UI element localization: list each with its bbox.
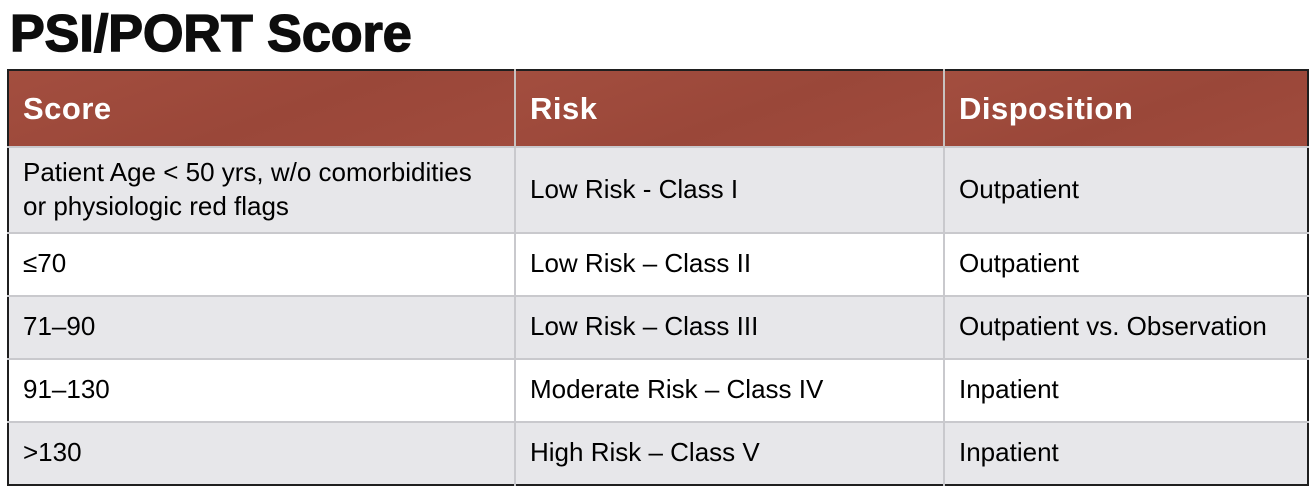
cell-risk: Moderate Risk – Class IV bbox=[514, 357, 944, 422]
cell-disposition: Outpatient vs. Observation bbox=[943, 294, 1308, 359]
cell-score: 91–130 bbox=[8, 357, 515, 422]
cell-disposition: Outpatient bbox=[943, 231, 1308, 296]
score-table: Score Risk Disposition Patient Age < 50 … bbox=[7, 69, 1309, 486]
table-row: 91–130 Moderate Risk – Class IV Inpatien… bbox=[8, 357, 1308, 422]
cell-disposition: Outpatient bbox=[943, 146, 1308, 233]
column-header-disposition: Disposition bbox=[943, 70, 1308, 148]
table-row: ≤70 Low Risk – Class II Outpatient bbox=[8, 231, 1308, 296]
cell-disposition: Inpatient bbox=[943, 420, 1308, 485]
table-header: Score Risk Disposition bbox=[8, 70, 1308, 148]
psi-port-score-table: Score Risk Disposition Patient Age < 50 … bbox=[7, 69, 1309, 486]
page-title: PSI/PORT Score bbox=[9, 5, 412, 64]
cell-risk: Low Risk – Class III bbox=[514, 294, 944, 359]
cell-score: Patient Age < 50 yrs, w/o comorbidities … bbox=[8, 146, 515, 233]
table-row: Patient Age < 50 yrs, w/o comorbidities … bbox=[8, 146, 1308, 233]
cell-score: ≤70 bbox=[8, 231, 515, 296]
table-body: Patient Age < 50 yrs, w/o comorbidities … bbox=[8, 146, 1308, 485]
cell-score: >130 bbox=[8, 420, 515, 485]
cell-score: 71–90 bbox=[8, 294, 515, 359]
table-row: 71–90 Low Risk – Class III Outpatient vs… bbox=[8, 294, 1308, 359]
table-row: >130 High Risk – Class V Inpatient bbox=[8, 420, 1308, 485]
cell-disposition: Inpatient bbox=[943, 357, 1308, 422]
cell-risk: Low Risk - Class I bbox=[514, 146, 944, 233]
header-row: Score Risk Disposition bbox=[8, 70, 1308, 148]
column-header-risk: Risk bbox=[514, 70, 944, 148]
column-header-score: Score bbox=[8, 70, 515, 148]
cell-risk: High Risk – Class V bbox=[514, 420, 944, 485]
cell-risk: Low Risk – Class II bbox=[514, 231, 944, 296]
